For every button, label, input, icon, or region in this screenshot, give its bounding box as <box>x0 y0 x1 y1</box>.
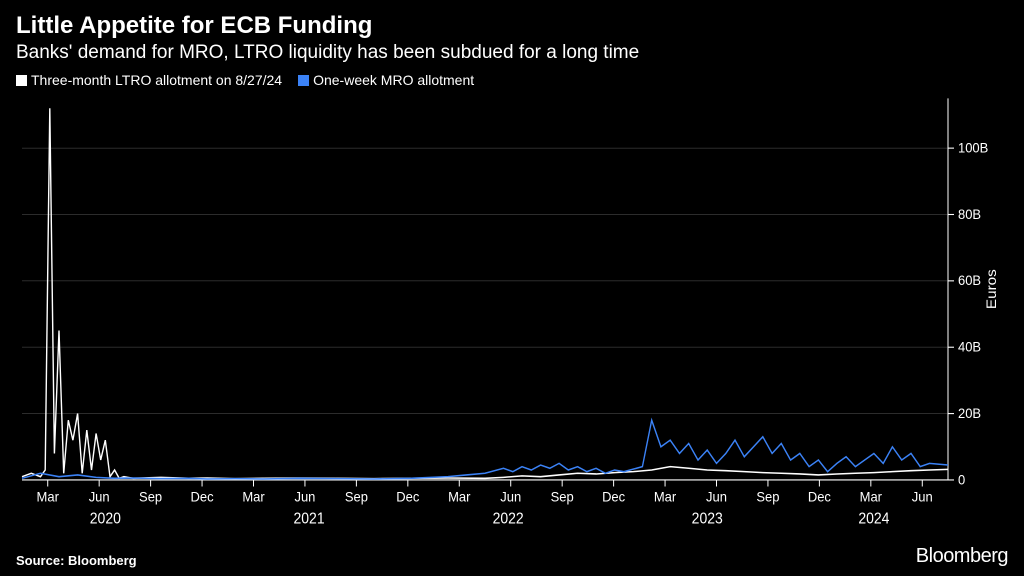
legend-swatch-mro <box>298 75 309 86</box>
svg-text:Mar: Mar <box>37 489 60 505</box>
svg-text:Sep: Sep <box>139 489 162 505</box>
svg-text:Jun: Jun <box>294 489 315 505</box>
svg-text:Dec: Dec <box>191 489 214 505</box>
legend-label-ltro: Three-month LTRO allotment on 8/27/24 <box>31 72 282 88</box>
svg-text:Jun: Jun <box>706 489 727 505</box>
svg-text:0: 0 <box>958 472 966 488</box>
svg-text:20B: 20B <box>958 405 981 421</box>
svg-text:2023: 2023 <box>692 511 723 528</box>
legend-item-ltro: Three-month LTRO allotment on 8/27/24 <box>16 72 282 88</box>
svg-text:Mar: Mar <box>448 489 471 505</box>
svg-text:Jun: Jun <box>912 489 933 505</box>
legend-swatch-ltro <box>16 75 27 86</box>
svg-text:Jun: Jun <box>89 489 110 505</box>
svg-text:80B: 80B <box>958 206 981 222</box>
svg-text:2022: 2022 <box>493 511 524 528</box>
svg-text:2021: 2021 <box>294 511 325 528</box>
chart-container: Little Appetite for ECB Funding Banks' d… <box>0 0 1024 576</box>
svg-text:2024: 2024 <box>858 511 889 528</box>
svg-text:Sep: Sep <box>551 489 574 505</box>
svg-text:Sep: Sep <box>345 489 368 505</box>
legend-item-mro: One-week MRO allotment <box>298 72 474 88</box>
svg-text:Sep: Sep <box>756 489 779 505</box>
chart-svg: 0 20B 40B 60B 80B 100B Euros Mar Jun Sep Dec Mar Jun… <box>16 94 1008 541</box>
svg-text:Euros: Euros <box>985 269 1000 309</box>
legend-label-mro: One-week MRO allotment <box>313 72 474 88</box>
svg-text:Dec: Dec <box>808 489 831 505</box>
svg-text:Mar: Mar <box>242 489 265 505</box>
legend: Three-month LTRO allotment on 8/27/24 On… <box>16 72 1008 88</box>
svg-text:Jun: Jun <box>500 489 521 505</box>
chart-subtitle: Banks' demand for MRO, LTRO liquidity ha… <box>16 42 1008 64</box>
brand-label: Bloomberg <box>916 545 1008 568</box>
svg-text:100B: 100B <box>958 140 988 156</box>
chart-area: 0 20B 40B 60B 80B 100B Euros Mar Jun Sep Dec Mar Jun… <box>16 94 1008 541</box>
svg-text:Mar: Mar <box>860 489 883 505</box>
svg-text:40B: 40B <box>958 339 981 355</box>
svg-text:Dec: Dec <box>602 489 625 505</box>
chart-title: Little Appetite for ECB Funding <box>16 12 1008 40</box>
svg-text:60B: 60B <box>958 273 981 289</box>
source-label: Source: Bloomberg <box>16 553 137 568</box>
svg-text:Mar: Mar <box>654 489 677 505</box>
footer: Source: Bloomberg Bloomberg <box>16 545 1008 568</box>
svg-text:2020: 2020 <box>90 511 121 528</box>
svg-text:Dec: Dec <box>396 489 419 505</box>
